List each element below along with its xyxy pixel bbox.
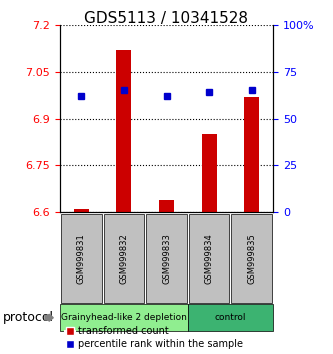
- Text: protocol: protocol: [3, 311, 54, 324]
- Bar: [117, 50, 131, 212]
- Text: GSM999831: GSM999831: [77, 233, 86, 284]
- Text: GSM999832: GSM999832: [119, 233, 129, 284]
- Text: control: control: [215, 313, 246, 322]
- Text: GDS5113 / 10341528: GDS5113 / 10341528: [85, 11, 248, 25]
- Text: GSM999833: GSM999833: [162, 233, 171, 284]
- Bar: [74, 209, 89, 212]
- Bar: [159, 200, 174, 212]
- Bar: [202, 134, 216, 212]
- Text: Grainyhead-like 2 depletion: Grainyhead-like 2 depletion: [61, 313, 187, 322]
- Text: GSM999835: GSM999835: [247, 233, 256, 284]
- Legend: transformed count, percentile rank within the sample: transformed count, percentile rank withi…: [65, 326, 243, 349]
- Text: GSM999834: GSM999834: [204, 233, 214, 284]
- Bar: [244, 97, 259, 212]
